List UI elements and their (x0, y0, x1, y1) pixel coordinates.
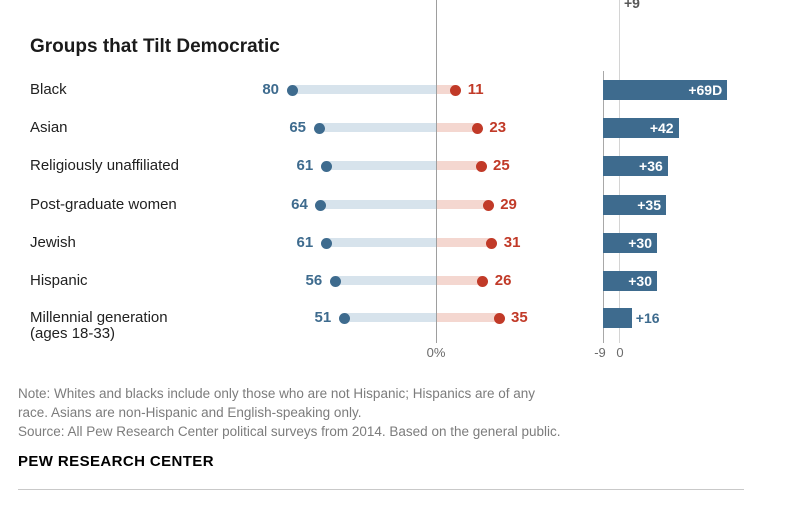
rep-dot (493, 312, 505, 324)
dem-dot (313, 122, 325, 134)
rep-connector-bar (437, 85, 457, 94)
row-label: Post-graduate women (30, 196, 177, 213)
rep-dot (471, 122, 483, 134)
rep-dot (486, 237, 498, 249)
note-line-1: Note: Whites and blacks include only tho… (18, 386, 536, 401)
dem-value: 51 (314, 309, 332, 326)
footer-divider (18, 489, 744, 490)
chart-title: Groups that Tilt Democratic (30, 36, 280, 57)
dem-value: 80 (262, 81, 279, 98)
pew-research-center-wordmark: PEW RESEARCH CENTER (18, 453, 214, 470)
advantage-bar: +42 (603, 118, 679, 138)
right-axis-zero-label: 0 (616, 345, 624, 360)
row-label-line2: (ages 18-33) (30, 325, 116, 342)
rep-value: 26 (494, 272, 512, 289)
rep-value: 11 (467, 81, 484, 98)
rep-value: 23 (489, 119, 507, 136)
rep-value: 25 (493, 157, 510, 174)
row-label: Hispanic (30, 272, 88, 289)
rep-connector-bar (437, 238, 493, 247)
rep-value: 35 (511, 309, 528, 326)
dem-connector-bar (320, 200, 436, 209)
advantage-bar: +30 (603, 271, 657, 291)
dem-dot (329, 275, 341, 287)
dem-dot (338, 312, 350, 324)
rep-connector-bar (437, 313, 500, 322)
advantage-bar (603, 308, 632, 328)
rep-connector-bar (437, 276, 484, 285)
right-axis-neg9-label: -9 (594, 345, 606, 360)
note-line-2: race. Asians are non-Hispanic and Englis… (18, 405, 362, 420)
rep-value: 29 (500, 196, 517, 213)
advantage-bar: +69D (603, 80, 728, 100)
row-label: Religiously unaffiliated (30, 157, 179, 174)
dem-connector-bar (344, 313, 436, 322)
rep-dot (450, 84, 462, 96)
rep-connector-bar (437, 161, 482, 170)
dem-dot (286, 84, 298, 96)
dem-connector-bar (292, 85, 436, 94)
dem-dot (315, 199, 327, 211)
row-label: Jewish (30, 234, 76, 251)
dem-value: 64 (291, 196, 308, 213)
dem-value: 56 (305, 272, 323, 289)
dem-value: 61 (296, 234, 314, 251)
rep-connector-bar (437, 123, 479, 132)
left-axis-zero-label: 0% (426, 345, 446, 360)
dem-dot (320, 237, 332, 249)
row-label: Millennial generation (ages 18-33) (30, 310, 270, 342)
advantage-bar: +36 (603, 156, 668, 176)
clipped-bar-label-above: +9 (624, 0, 640, 11)
dem-value: 65 (289, 119, 306, 136)
advantage-bar: +35 (603, 195, 666, 215)
row-label: Black (30, 81, 67, 98)
rep-connector-bar (437, 200, 490, 209)
dem-connector-bar (326, 238, 436, 247)
rep-dot (475, 160, 487, 172)
dem-dot (320, 160, 332, 172)
advantage-bar: +30 (603, 233, 657, 253)
dem-connector-bar (326, 161, 436, 170)
rep-dot (477, 275, 489, 287)
dem-value: 61 (296, 157, 314, 174)
dem-connector-bar (319, 123, 436, 132)
rep-value: 31 (503, 234, 521, 251)
source-line: Source: All Pew Research Center politica… (18, 424, 561, 439)
left-panel-zero-axis-line (436, 0, 437, 343)
advantage-label: +16 (635, 310, 660, 326)
rep-dot (482, 199, 494, 211)
row-label: Asian (30, 119, 68, 136)
dem-connector-bar (335, 276, 436, 285)
